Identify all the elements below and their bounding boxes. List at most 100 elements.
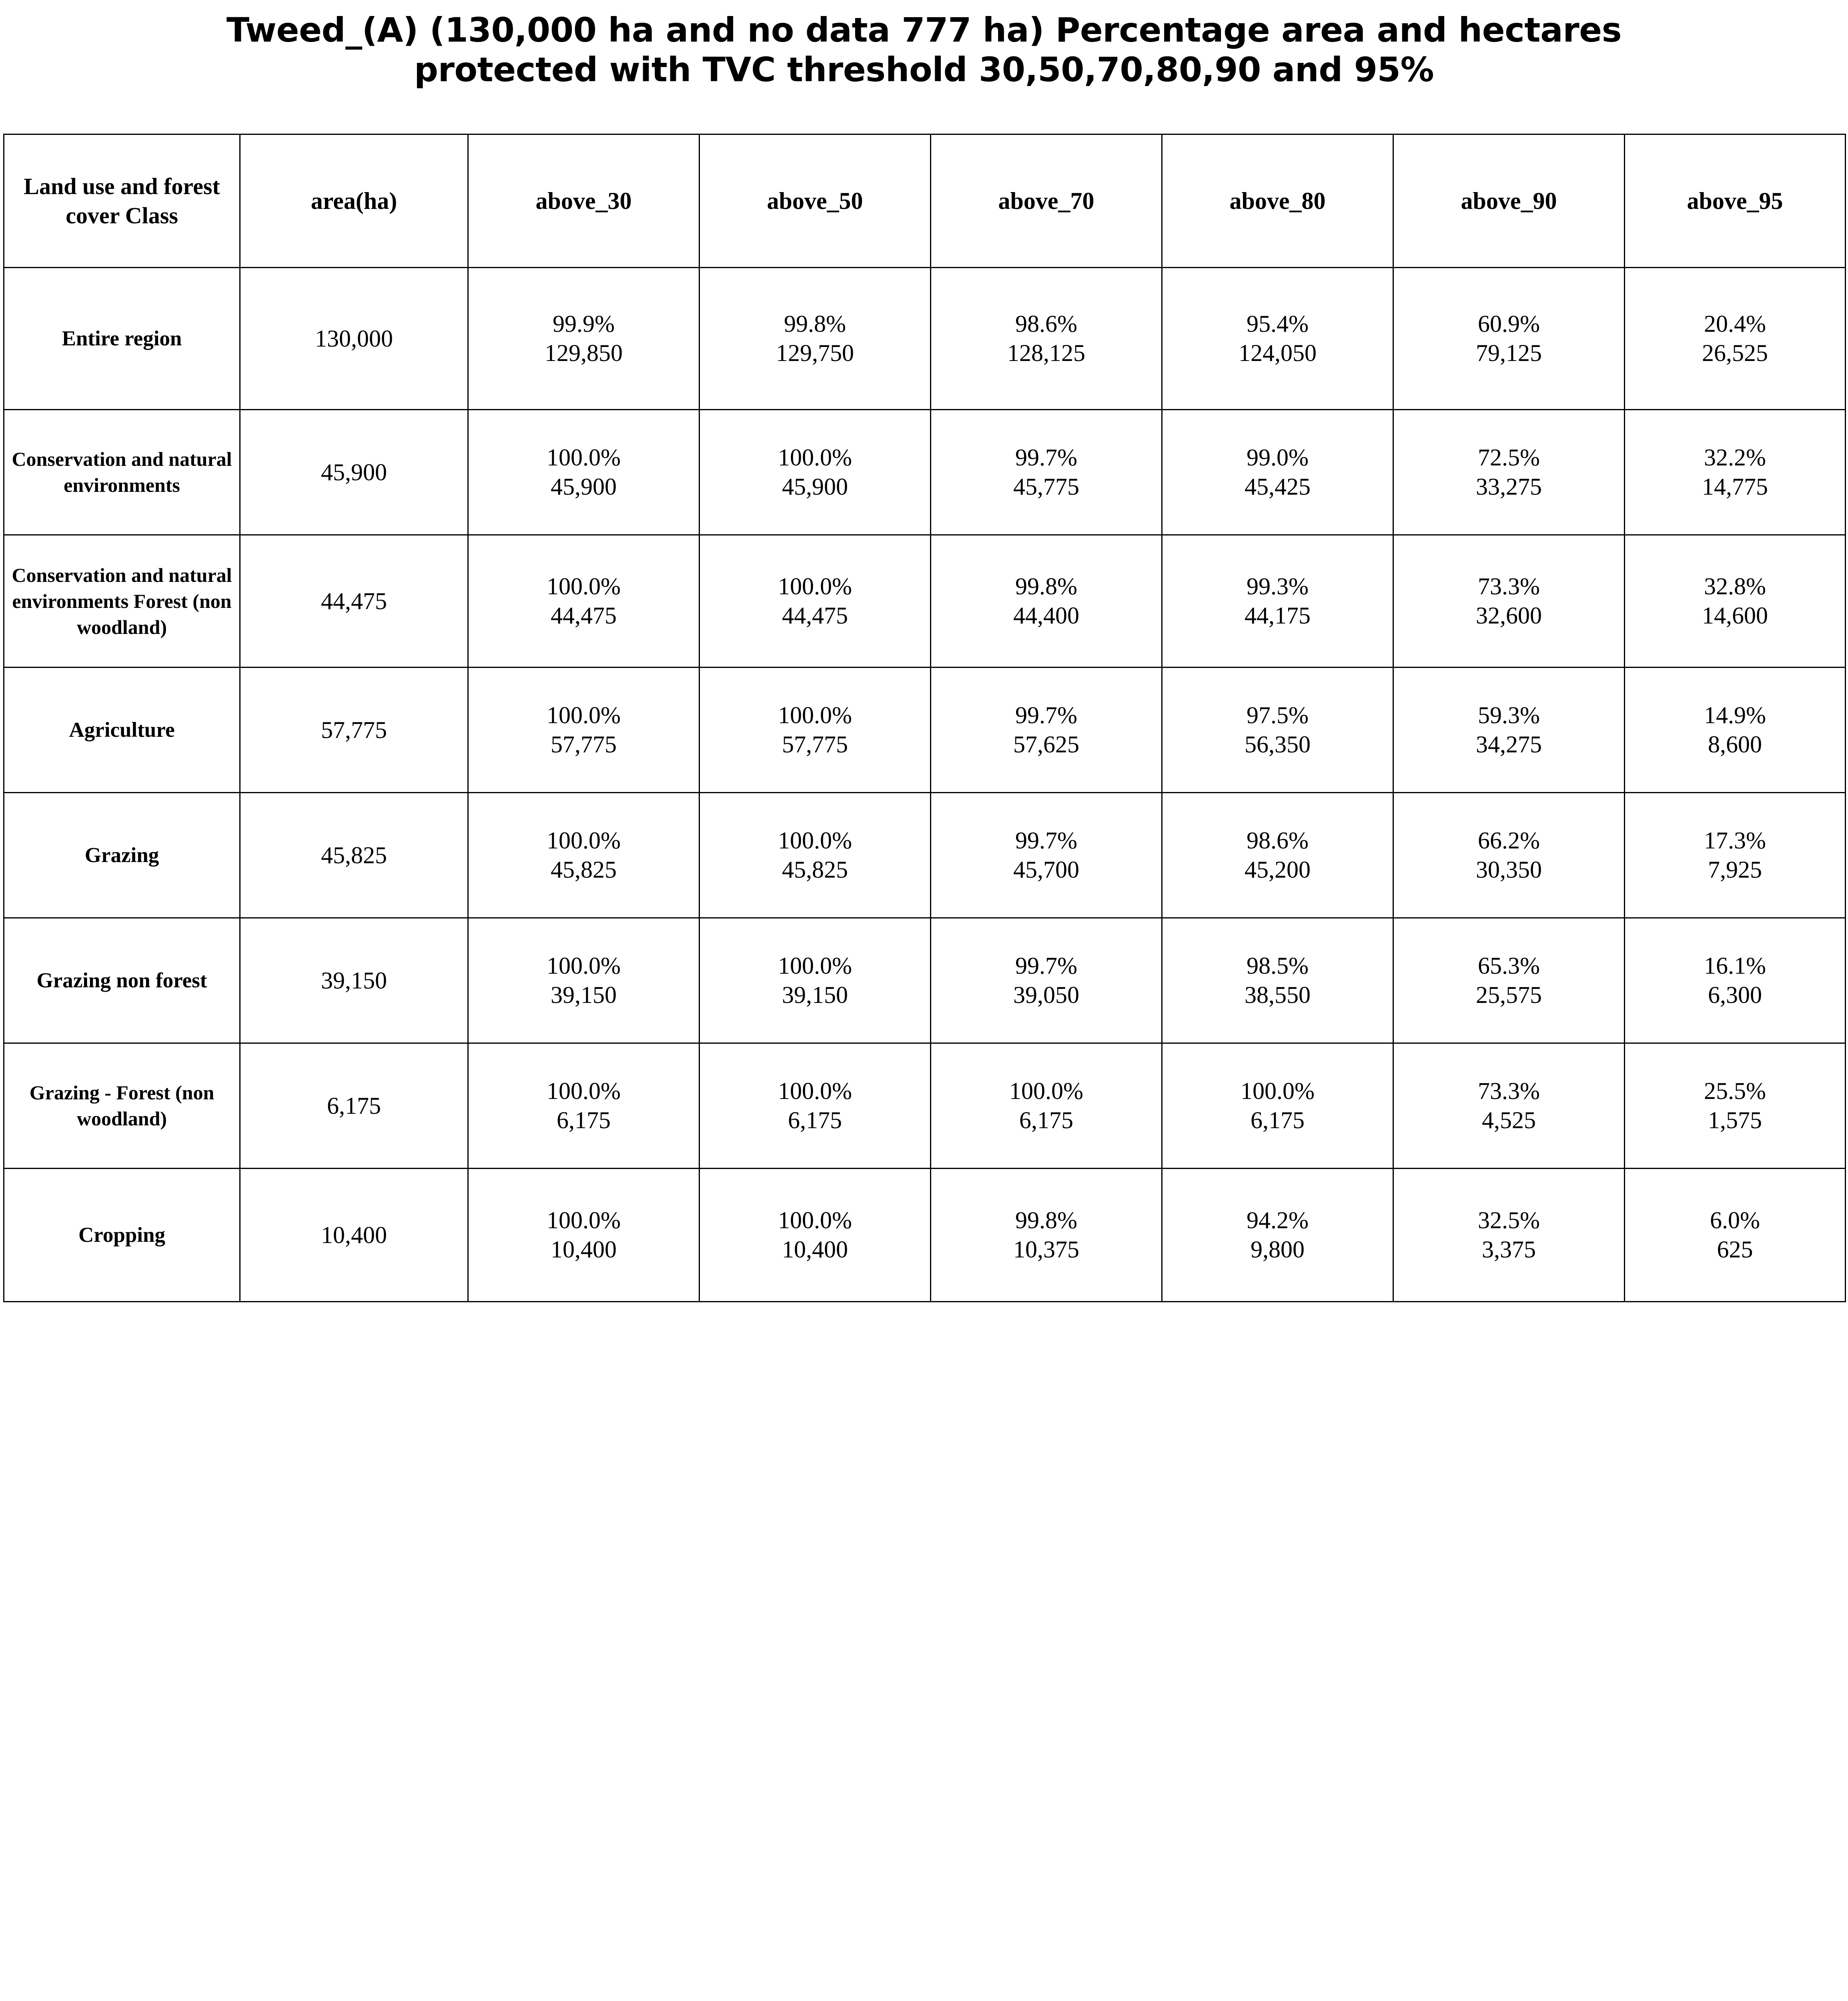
table-row: Entire region 130,000 99.9% 129,850 99.8…: [3, 267, 1846, 411]
cell-percent: 32.5%: [1478, 1207, 1540, 1234]
cell-hectares: 8,600: [1708, 731, 1762, 758]
cell-above-95: 25.5% 1,575: [1624, 1043, 1846, 1169]
column-header-above-50-label: above_50: [767, 187, 863, 214]
cell-above-30: 100.0% 44,475: [467, 534, 700, 668]
cell-above-30: 100.0% 45,900: [467, 409, 700, 536]
cell-percent: 100.0%: [547, 1078, 621, 1105]
cell-hectares: 39,150: [782, 982, 848, 1009]
cell-hectares: 10,375: [1013, 1236, 1079, 1263]
cell-hectares: 45,900: [551, 473, 617, 500]
cell-above-50: 100.0% 45,900: [699, 409, 931, 536]
cell-hectares: 6,300: [1708, 982, 1762, 1009]
cell-above-70: 99.8% 44,400: [930, 534, 1163, 668]
table-row: Cropping 10,400 100.0% 10,400 100.0% 10,…: [3, 1168, 1846, 1303]
cell-above-70: 99.7% 45,700: [930, 792, 1163, 919]
cell-percent: 100.0%: [547, 444, 621, 471]
column-header-above-50: above_50: [699, 134, 931, 269]
cell-hectares: 45,700: [1013, 856, 1079, 883]
protection-threshold-table: Land use and forest cover Class area(ha)…: [3, 134, 1846, 1303]
cell-above-90: 65.3% 25,575: [1393, 917, 1625, 1044]
cell-percent: 25.5%: [1704, 1078, 1766, 1105]
cell-percent: 100.0%: [778, 952, 852, 979]
cell-hectares: 10,400: [782, 1236, 848, 1263]
cell-percent: 99.8%: [1015, 1207, 1077, 1234]
cell-percent: 95.4%: [1247, 311, 1309, 337]
table-header-row: Land use and forest cover Class area(ha)…: [3, 134, 1846, 269]
row-area: 57,775: [239, 667, 469, 794]
cell-hectares: 25,575: [1476, 982, 1542, 1009]
cell-above-50: 100.0% 45,825: [699, 792, 931, 919]
cell-above-30: 100.0% 6,175: [467, 1043, 700, 1169]
cell-hectares: 57,775: [551, 731, 617, 758]
column-header-above-95-label: above_95: [1687, 187, 1783, 214]
cell-above-30: 100.0% 10,400: [467, 1168, 700, 1303]
column-header-class: Land use and forest cover Class: [3, 134, 241, 269]
cell-above-80: 95.4% 124,050: [1161, 267, 1394, 411]
cell-percent: 94.2%: [1247, 1207, 1309, 1234]
cell-hectares: 57,775: [782, 731, 848, 758]
cell-above-70: 99.7% 57,625: [930, 667, 1163, 794]
title-line-2: protected with TVC threshold 30,50,70,80…: [414, 50, 1434, 90]
cell-above-95: 32.2% 14,775: [1624, 409, 1846, 536]
cell-above-90: 73.3% 32,600: [1393, 534, 1625, 668]
cell-percent: 6.0%: [1710, 1207, 1760, 1234]
cell-percent: 32.2%: [1704, 444, 1766, 471]
cell-above-30: 100.0% 45,825: [467, 792, 700, 919]
cell-above-90: 60.9% 79,125: [1393, 267, 1625, 411]
cell-above-90: 32.5% 3,375: [1393, 1168, 1625, 1303]
cell-percent: 100.0%: [778, 573, 852, 600]
cell-above-50: 100.0% 39,150: [699, 917, 931, 1044]
cell-percent: 32.8%: [1704, 573, 1766, 600]
cell-above-50: 100.0% 10,400: [699, 1168, 931, 1303]
column-header-above-30: above_30: [467, 134, 700, 269]
cell-hectares: 32,600: [1476, 602, 1542, 629]
cell-hectares: 44,475: [551, 602, 617, 629]
cell-above-90: 66.2% 30,350: [1393, 792, 1625, 919]
cell-hectares: 45,200: [1245, 856, 1311, 883]
cell-above-80: 99.0% 45,425: [1161, 409, 1394, 536]
column-header-area: area(ha): [239, 134, 469, 269]
cell-above-90: 73.3% 4,525: [1393, 1043, 1625, 1169]
column-header-above-90-label: above_90: [1461, 187, 1557, 214]
row-label: Agriculture: [3, 667, 241, 794]
cell-percent: 66.2%: [1478, 827, 1540, 854]
column-header-above-80-label: above_80: [1229, 187, 1326, 214]
cell-hectares: 39,150: [551, 982, 617, 1009]
cell-percent: 100.0%: [547, 702, 621, 729]
cell-hectares: 45,825: [551, 856, 617, 883]
cell-hectares: 38,550: [1245, 982, 1311, 1009]
cell-hectares: 45,900: [782, 473, 848, 500]
table-row: Grazing - Forest (non woodland) 6,175 10…: [3, 1043, 1846, 1169]
cell-hectares: 129,850: [545, 340, 623, 367]
cell-hectares: 625: [1717, 1236, 1753, 1263]
cell-percent: 59.3%: [1478, 702, 1540, 729]
cell-hectares: 124,050: [1239, 340, 1317, 367]
cell-hectares: 44,475: [782, 602, 848, 629]
column-header-above-70-label: above_70: [998, 187, 1094, 214]
cell-percent: 99.9%: [553, 311, 615, 337]
cell-percent: 100.0%: [778, 444, 852, 471]
row-label: Cropping: [3, 1168, 241, 1303]
cell-above-50: 100.0% 6,175: [699, 1043, 931, 1169]
cell-above-95: 17.3% 7,925: [1624, 792, 1846, 919]
cell-hectares: 6,175: [557, 1107, 611, 1134]
cell-above-95: 14.9% 8,600: [1624, 667, 1846, 794]
row-label: Grazing - Forest (non woodland): [3, 1043, 241, 1169]
row-area: 10,400: [239, 1168, 469, 1303]
cell-hectares: 45,425: [1245, 473, 1311, 500]
cell-percent: 100.0%: [547, 827, 621, 854]
cell-above-70: 99.8% 10,375: [930, 1168, 1163, 1303]
column-header-area-label: area(ha): [311, 187, 397, 214]
cell-percent: 97.5%: [1247, 702, 1309, 729]
cell-percent: 98.6%: [1015, 311, 1077, 337]
cell-above-70: 99.7% 39,050: [930, 917, 1163, 1044]
cell-hectares: 7,925: [1708, 856, 1762, 883]
cell-percent: 100.0%: [778, 1207, 852, 1234]
column-header-above-30-label: above_30: [535, 187, 632, 214]
cell-percent: 17.3%: [1704, 827, 1766, 854]
cell-percent: 99.7%: [1015, 444, 1077, 471]
cell-percent: 73.3%: [1478, 1078, 1540, 1105]
cell-percent: 100.0%: [778, 827, 852, 854]
cell-above-50: 99.8% 129,750: [699, 267, 931, 411]
row-area: 44,475: [239, 534, 469, 668]
